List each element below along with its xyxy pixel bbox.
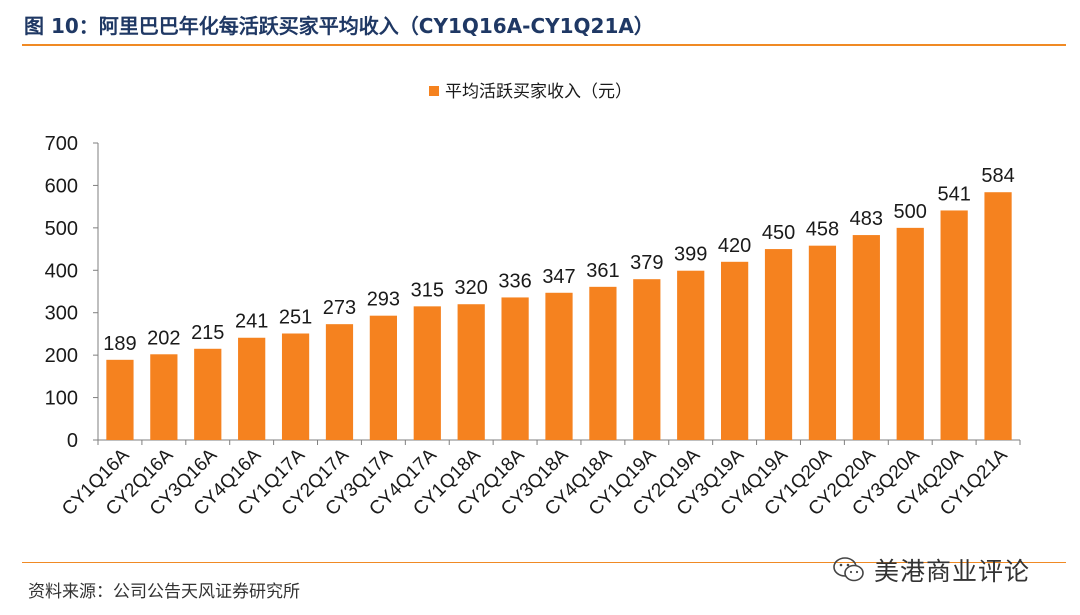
bar — [194, 348, 222, 440]
y-tick-label: 600 — [45, 175, 78, 197]
bar — [106, 359, 134, 440]
x-axis: CY1Q16ACY2Q16ACY3Q16ACY4Q16ACY1Q17ACY2Q1… — [58, 439, 1021, 520]
y-tick-label: 500 — [45, 218, 78, 240]
bar-chart: 平均活跃买家收入（元） 0 100 200 300 400 500 600 700 CY1Q1… — [45, 82, 1021, 520]
y-tick-label: 700 — [45, 133, 78, 155]
data-label: 483 — [850, 208, 883, 230]
data-label: 293 — [367, 289, 400, 311]
title-divider — [22, 44, 1066, 46]
y-axis: 0 100 200 300 400 500 600 700 — [45, 133, 99, 452]
bar — [633, 279, 661, 440]
bar — [764, 249, 793, 440]
data-label: 315 — [411, 279, 444, 301]
data-label: 458 — [806, 219, 839, 241]
data-label: 273 — [323, 297, 356, 319]
bar — [281, 333, 310, 440]
bar — [369, 315, 397, 440]
data-label: 399 — [674, 244, 707, 266]
watermark-text: 美港商业评论 — [874, 557, 1031, 586]
bar — [808, 245, 837, 440]
bar — [852, 235, 880, 440]
legend-swatch — [429, 86, 439, 96]
data-label: 202 — [147, 327, 180, 349]
bar — [677, 270, 705, 440]
bar — [325, 324, 354, 440]
y-tick-label: 400 — [45, 260, 78, 282]
wechat-icon — [833, 557, 864, 582]
bar — [501, 297, 529, 440]
bar — [589, 286, 617, 440]
data-label: 584 — [981, 165, 1014, 187]
figure-title: 图 10：阿里巴巴年化每活跃买家平均收入（CY1Q16A-CY1Q21A） — [24, 14, 654, 38]
bar — [413, 306, 441, 440]
bar — [238, 337, 266, 440]
y-tick-label: 300 — [45, 303, 78, 325]
source-note: 资料来源：公司公告天风证券研究所 — [28, 582, 300, 602]
y-tick-label: 200 — [45, 345, 78, 367]
bar-series — [106, 192, 1012, 440]
bar — [721, 261, 749, 440]
footer-divider — [22, 562, 1066, 563]
data-label: 251 — [279, 307, 312, 329]
data-label: 347 — [542, 266, 575, 288]
data-label: 336 — [498, 270, 531, 292]
legend-label: 平均活跃买家收入（元） — [445, 82, 632, 101]
data-label: 241 — [235, 311, 268, 333]
watermark: 美港商业评论 — [832, 550, 1030, 590]
data-labels: 189 202 215 241 251 273 293 315 320 336 347 361 379 3… — [103, 165, 1014, 355]
data-label: 361 — [586, 260, 619, 282]
bar — [896, 227, 924, 440]
bar — [545, 292, 573, 440]
bar — [150, 354, 178, 440]
bar — [984, 192, 1012, 440]
data-label: 320 — [455, 277, 488, 299]
bar — [457, 304, 485, 440]
data-label: 215 — [191, 322, 224, 344]
data-label: 541 — [937, 183, 970, 205]
data-label: 189 — [103, 333, 136, 355]
data-label: 420 — [718, 235, 751, 257]
data-label: 379 — [630, 252, 663, 274]
legend: 平均活跃买家收入（元） — [429, 82, 632, 101]
data-label: 500 — [894, 201, 927, 223]
y-tick-label: 100 — [45, 388, 78, 410]
data-label: 450 — [762, 222, 795, 244]
y-tick-label: 0 — [67, 430, 78, 452]
bar — [940, 210, 968, 440]
